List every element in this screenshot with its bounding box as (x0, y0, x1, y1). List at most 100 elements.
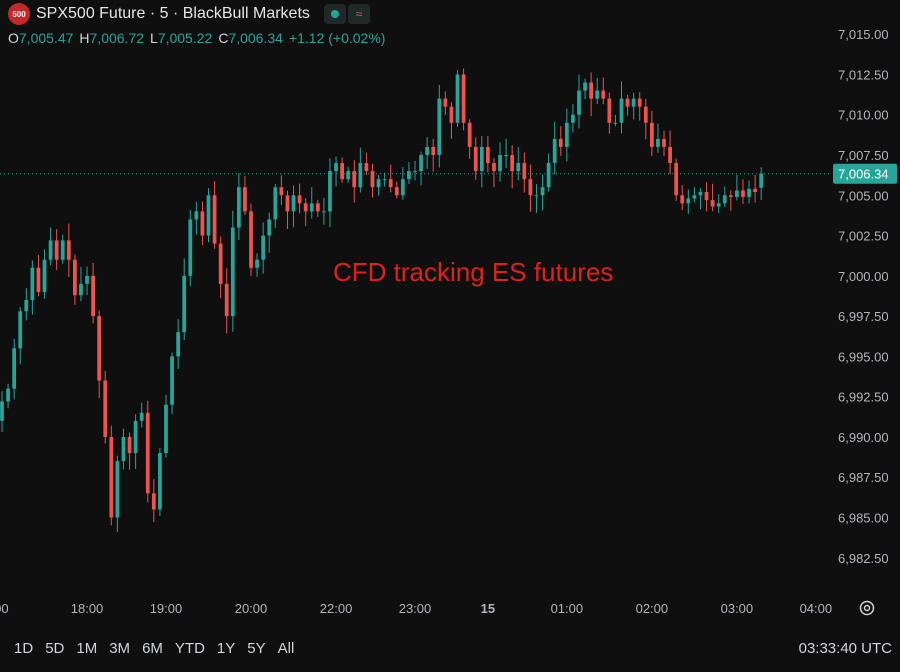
candle-down (72, 254, 77, 305)
range-1m-button[interactable]: 1M (76, 640, 98, 657)
candle-body (12, 348, 17, 389)
candle-body (291, 195, 296, 212)
symbol-title[interactable]: SPX500 Future · 5 · BlackBull Markets (36, 5, 310, 22)
data-status-wave-icon[interactable]: ≈ (347, 4, 370, 24)
candle-up (230, 210, 235, 332)
candle-body (595, 90, 600, 99)
range-1y-button[interactable]: 1Y (216, 640, 236, 657)
price-tick-label: 7,007.50 (838, 148, 889, 163)
range-all-button[interactable]: All (277, 640, 295, 657)
candle-body (376, 179, 381, 188)
candle-body (637, 98, 642, 107)
candle-body (546, 163, 551, 188)
candle-down (218, 236, 223, 299)
candle-body (649, 122, 654, 147)
candle-up (261, 222, 266, 274)
candle-body (674, 163, 679, 196)
candle-body (48, 240, 53, 260)
candle-down (741, 179, 745, 205)
candle-down (370, 163, 375, 198)
candle-body (577, 90, 581, 115)
candle-body (680, 195, 685, 204)
time-tick-label: 15 (481, 601, 495, 616)
candle-down (680, 185, 685, 211)
high-label: H (79, 30, 90, 46)
range-6m-button[interactable]: 6M (142, 640, 163, 657)
range-3m-button[interactable]: 3M (109, 640, 131, 657)
open-label: O (8, 30, 19, 46)
candle-down (467, 119, 472, 159)
candle-down (649, 110, 654, 156)
candle-body (243, 187, 247, 212)
price-axis[interactable]: 7,015.00 7,012.50 7,010.00 7,007.50 7,005.00… (838, 27, 889, 566)
candle-body (747, 188, 751, 197)
market-open-dot-icon (330, 10, 339, 18)
candle-body (710, 200, 715, 207)
candle-down (710, 183, 715, 212)
range-selector: 1D 5D 1M 3M 6M YTD 1Y 5Y All (8, 640, 300, 657)
candle-up (346, 166, 351, 183)
candle-body (601, 90, 606, 99)
candle-down (297, 183, 302, 214)
candle-up (571, 104, 575, 133)
candle-up (552, 121, 557, 175)
candle-body (564, 122, 569, 147)
candle-body (704, 192, 709, 201)
utc-clock[interactable]: 03:33:40 UTC (798, 640, 892, 657)
candle-body (364, 163, 369, 172)
candle-body (759, 173, 764, 188)
candle-body (400, 179, 405, 196)
range-5y-button[interactable]: 5Y (247, 640, 266, 657)
candle-up (24, 288, 29, 321)
time-tick-label: 7:00 (0, 601, 9, 616)
candle-down (637, 92, 642, 121)
range-ytd-button[interactable]: YTD (174, 640, 205, 657)
candle-body (85, 275, 89, 284)
candle-down (340, 157, 345, 183)
price-tick-label: 6,997.50 (838, 309, 889, 324)
close-label: C (218, 30, 229, 46)
open-value: 7,005.47 (18, 30, 74, 46)
candle-body (103, 380, 108, 437)
candle-up (42, 249, 47, 299)
candle-body (297, 195, 302, 204)
candle-body (643, 106, 648, 123)
low-label: L (150, 30, 158, 46)
candle-up (583, 78, 587, 100)
candle-body (18, 311, 23, 349)
candle-body (200, 211, 205, 236)
candle-body (516, 163, 521, 172)
auto-scale-settings-icon[interactable] (859, 600, 875, 616)
candle-down (224, 268, 229, 334)
candle-body (72, 259, 77, 296)
candle-body (115, 461, 120, 518)
market-status[interactable]: ≈ (323, 4, 370, 24)
candle-up (686, 189, 691, 214)
market-open-indicator[interactable] (323, 4, 346, 24)
price-tick-label: 7,005.00 (838, 188, 889, 203)
candle-down (249, 203, 253, 277)
candle-body (145, 412, 150, 494)
candle-up (255, 253, 259, 277)
candle-body (261, 235, 266, 260)
candle-up (115, 455, 120, 532)
candle-up (60, 234, 65, 264)
candle-body (431, 146, 436, 155)
candle-body (625, 98, 630, 107)
candle-up (479, 135, 484, 188)
candle-body (425, 146, 430, 155)
time-tick-label: 04:00 (800, 601, 833, 616)
range-5d-button[interactable]: 5D (45, 640, 65, 657)
candle-up (121, 428, 126, 470)
range-1d-button[interactable]: 1D (14, 640, 34, 657)
price-tick-label: 7,002.50 (838, 229, 889, 244)
time-axis[interactable]: 7:00 18:00 19:00 20:00 22:00 23:00 15 01:00 02:0… (0, 601, 832, 616)
candle-up (613, 114, 618, 127)
candle-down (285, 190, 290, 229)
candle-up (267, 212, 272, 253)
candle-body (443, 98, 448, 107)
time-tick-label: 22:00 (320, 601, 353, 616)
candle-body (613, 122, 618, 124)
